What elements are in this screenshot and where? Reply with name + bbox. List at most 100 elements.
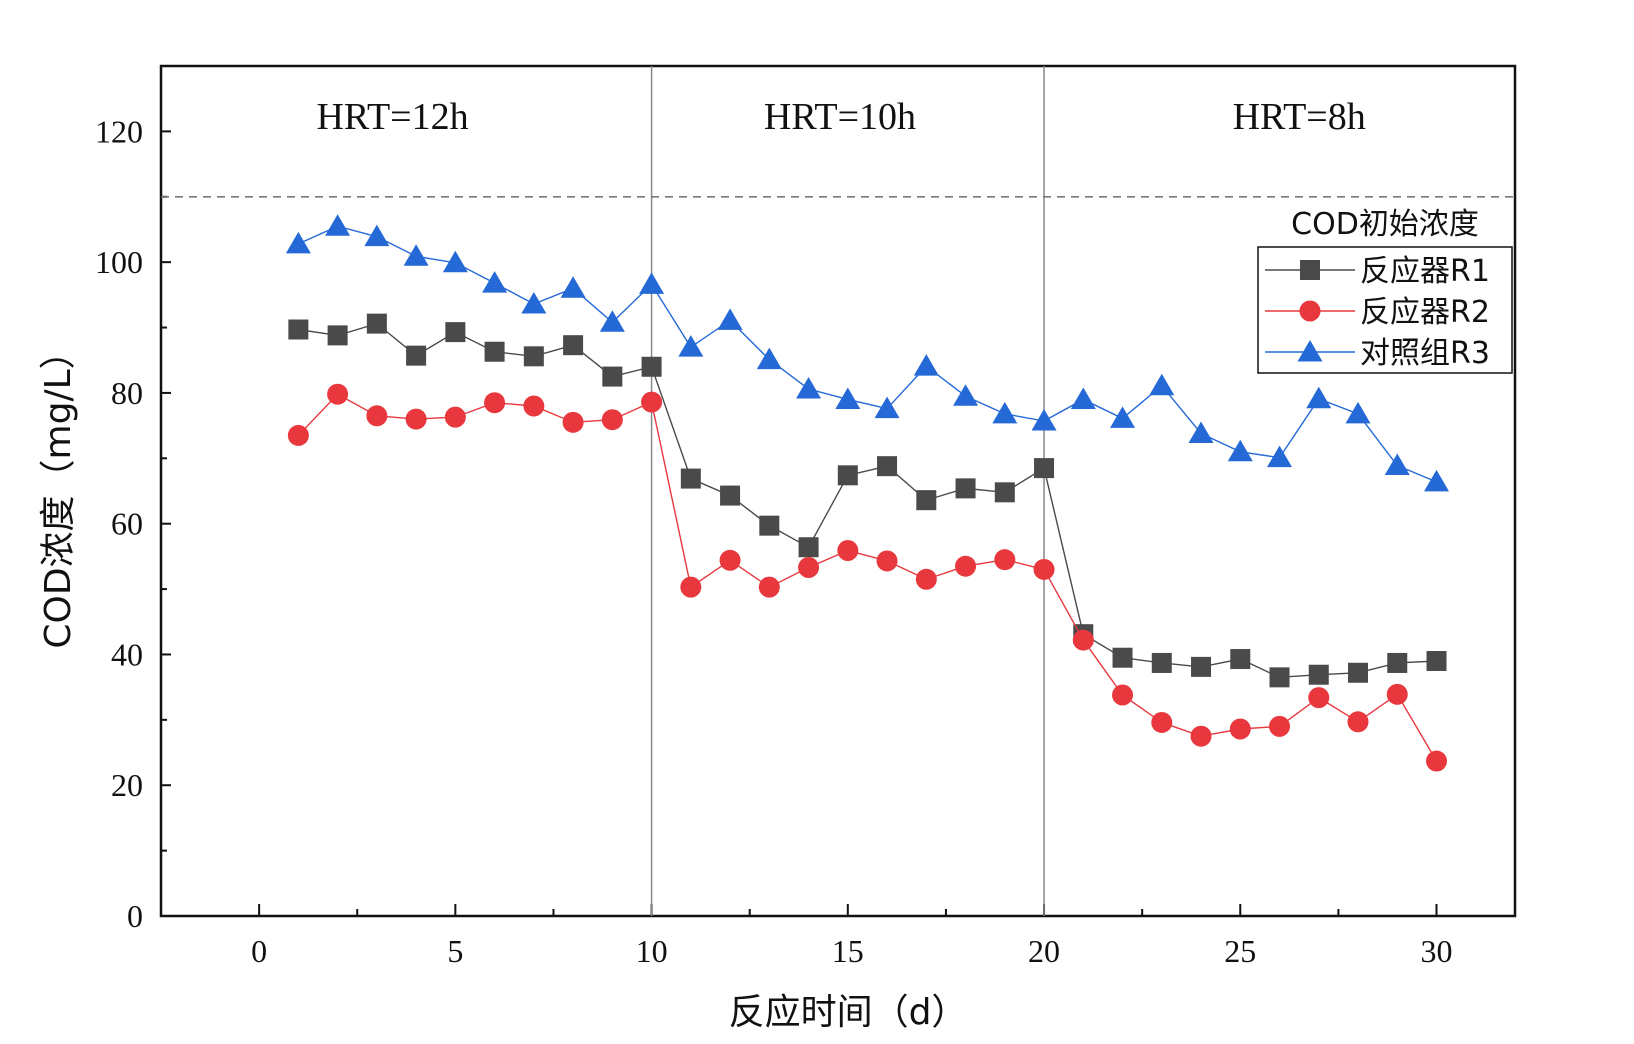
data-point [325, 214, 351, 236]
data-point [874, 396, 900, 419]
data-point [994, 549, 1016, 571]
legend-label: 反应器R1 [1360, 254, 1490, 289]
data-point [913, 354, 939, 376]
data-point [641, 356, 662, 377]
hrt-period-label: HRT=8h [1233, 96, 1366, 138]
x-tick-label: 10 [636, 933, 668, 969]
y-tick-label: 80 [111, 375, 143, 411]
data-point [601, 409, 623, 431]
data-point [523, 395, 545, 417]
data-point [1112, 684, 1134, 706]
data-point [1384, 453, 1410, 475]
data-point [442, 250, 468, 273]
data-point [678, 335, 704, 357]
x-tick-label: 30 [1421, 933, 1453, 969]
data-point [720, 485, 741, 506]
data-point [1426, 750, 1448, 772]
series-1 [288, 313, 1447, 688]
plot-border [159, 64, 1517, 918]
data-point [1110, 406, 1136, 428]
legend-marker [1299, 300, 1321, 322]
data-point [482, 271, 508, 293]
legend-marker [1300, 260, 1320, 280]
data-point [915, 568, 937, 590]
data-point [1308, 687, 1330, 709]
data-point [837, 465, 858, 486]
legend-marker [1297, 340, 1323, 362]
data-point [285, 231, 311, 254]
hrt-period-label: HRT=10h [764, 96, 916, 138]
data-point [953, 384, 979, 406]
y-tick-label: 0 [127, 898, 143, 934]
y-tick-label: 60 [111, 506, 143, 542]
data-point [1151, 652, 1172, 673]
data-point [1227, 439, 1253, 462]
legend-label: 对照组R3 [1360, 336, 1490, 371]
x-tick-label: 5 [447, 933, 463, 969]
data-point [406, 345, 427, 366]
data-point [1306, 386, 1332, 409]
data-point [719, 549, 741, 571]
x-tick-label: 20 [1028, 933, 1060, 969]
data-point [1230, 649, 1251, 670]
data-point [1033, 558, 1055, 580]
data-point [1387, 652, 1408, 673]
data-point [599, 310, 625, 332]
data-point [835, 387, 861, 409]
data-point [877, 456, 898, 477]
y-axis-title: COD浓度（mg/L） [38, 333, 79, 648]
data-point [560, 276, 586, 298]
data-point [837, 540, 859, 561]
data-point [1269, 667, 1290, 688]
data-point [521, 292, 547, 314]
series-line [298, 322, 1437, 679]
data-point [327, 383, 349, 405]
x-tick-label: 0 [251, 933, 267, 969]
data-point [523, 346, 544, 367]
data-point [444, 406, 466, 428]
data-point [1191, 656, 1212, 677]
data-point [602, 366, 623, 387]
data-point [1070, 387, 1096, 409]
legend-label: 反应器R2 [1360, 295, 1490, 330]
data-point [1229, 718, 1251, 740]
data-point [364, 224, 390, 247]
data-point [876, 550, 898, 572]
data-point [798, 537, 819, 558]
data-point [562, 411, 584, 433]
data-point [798, 557, 820, 578]
series-line [297, 393, 1438, 762]
y-tick-label: 20 [111, 767, 143, 803]
data-point [445, 322, 466, 343]
data-point [639, 272, 665, 294]
data-point [1426, 651, 1447, 671]
data-point [916, 490, 937, 511]
data-point [1386, 683, 1408, 705]
x-tick-label: 15 [832, 933, 864, 969]
y-tick-label: 100 [95, 244, 143, 280]
data-point [327, 325, 348, 346]
x-axis-title: 反应时间（d） [729, 992, 968, 1033]
data-point [1151, 711, 1173, 733]
reference-line-label: COD初始浓度 [1291, 207, 1479, 242]
data-point [758, 576, 780, 598]
hrt-period-label: HRT=12h [316, 96, 468, 138]
data-point [1188, 421, 1214, 443]
data-point [1424, 469, 1450, 492]
data-point [1190, 725, 1212, 747]
data-point [759, 515, 780, 536]
data-point [992, 401, 1018, 424]
x-tick-label: 25 [1224, 933, 1256, 969]
data-point [1072, 629, 1094, 651]
data-point [641, 391, 663, 413]
y-tick-label: 120 [95, 113, 143, 149]
data-point [994, 482, 1015, 503]
data-point [1031, 409, 1057, 431]
data-point [287, 424, 309, 446]
data-point [484, 392, 506, 414]
data-point [563, 335, 584, 356]
data-point [366, 405, 388, 427]
series-2 [287, 383, 1448, 772]
data-point [955, 555, 977, 577]
